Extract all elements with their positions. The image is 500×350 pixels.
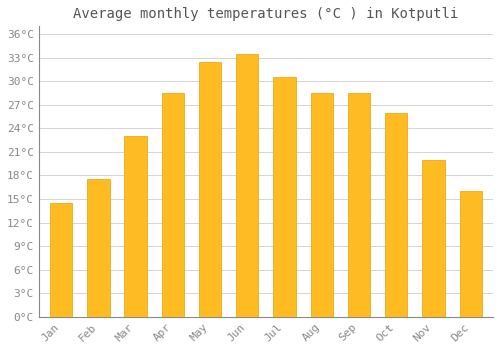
Bar xyxy=(199,62,222,317)
Bar xyxy=(460,191,482,317)
Bar xyxy=(385,113,407,317)
Bar xyxy=(124,136,147,317)
Bar xyxy=(348,93,370,317)
Bar xyxy=(274,77,295,317)
Bar xyxy=(87,180,110,317)
Title: Average monthly temperatures (°C ) in Kotputli: Average monthly temperatures (°C ) in Ko… xyxy=(74,7,458,21)
Bar xyxy=(162,93,184,317)
Bar xyxy=(50,203,72,317)
Bar xyxy=(236,54,258,317)
Bar xyxy=(310,93,333,317)
Bar xyxy=(422,160,444,317)
